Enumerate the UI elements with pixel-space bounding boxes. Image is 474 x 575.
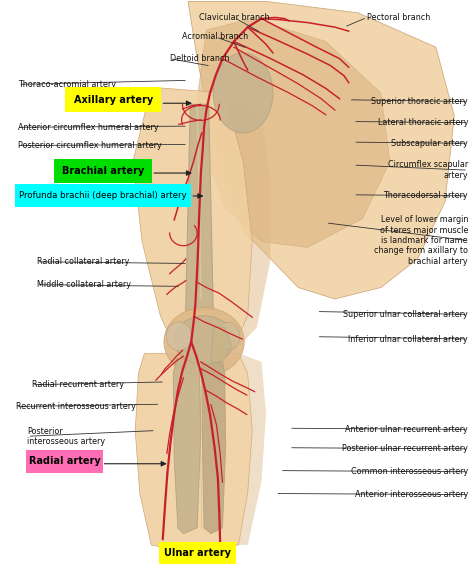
Ellipse shape: [213, 53, 273, 133]
Polygon shape: [211, 328, 232, 362]
Text: Axillary artery: Axillary artery: [74, 95, 153, 105]
Text: Radial collateral artery: Radial collateral artery: [36, 257, 129, 266]
Polygon shape: [202, 362, 226, 534]
Polygon shape: [225, 93, 271, 356]
Text: Ulnar artery: Ulnar artery: [164, 548, 231, 558]
Text: Posterior ulnar recurrent artery: Posterior ulnar recurrent artery: [342, 444, 468, 453]
Text: Superior ulnar collateral artery: Superior ulnar collateral artery: [343, 310, 468, 319]
Text: Radial artery: Radial artery: [28, 457, 100, 466]
Text: Posterior circumflex humeral artery: Posterior circumflex humeral artery: [18, 141, 162, 150]
Polygon shape: [188, 1, 454, 299]
Text: Deltoid branch: Deltoid branch: [170, 54, 229, 63]
FancyBboxPatch shape: [65, 87, 161, 112]
Text: Subscapular artery: Subscapular artery: [391, 139, 468, 148]
Text: Lateral thoracic artery: Lateral thoracic artery: [377, 118, 468, 127]
FancyBboxPatch shape: [15, 184, 191, 207]
Polygon shape: [135, 353, 252, 551]
Ellipse shape: [166, 322, 191, 350]
Text: Superior thoracic artery: Superior thoracic artery: [372, 97, 468, 106]
Text: Anterior ulnar recurrent artery: Anterior ulnar recurrent artery: [345, 425, 468, 434]
Text: Recurrent interosseous artery: Recurrent interosseous artery: [16, 402, 136, 411]
Text: Anterior interosseous artery: Anterior interosseous artery: [355, 490, 468, 499]
Text: Inferior ulnar collateral artery: Inferior ulnar collateral artery: [348, 335, 468, 343]
Text: Clavicular branch: Clavicular branch: [199, 13, 269, 22]
Text: Middle collateral artery: Middle collateral artery: [36, 280, 130, 289]
Polygon shape: [186, 105, 213, 310]
Text: Circumflex scapular
artery: Circumflex scapular artery: [388, 160, 468, 180]
Polygon shape: [133, 87, 252, 356]
FancyBboxPatch shape: [54, 159, 152, 183]
Text: Posterior
interosseous artery: Posterior interosseous artery: [27, 427, 105, 446]
Polygon shape: [197, 18, 390, 247]
Polygon shape: [238, 353, 266, 545]
Ellipse shape: [217, 323, 240, 350]
Text: Common interosseous artery: Common interosseous artery: [351, 467, 468, 476]
Text: Brachial artery: Brachial artery: [62, 166, 144, 176]
Text: Profunda brachii (deep brachial) artery: Profunda brachii (deep brachial) artery: [19, 191, 187, 200]
Text: Acromial branch: Acromial branch: [182, 32, 248, 41]
Text: Pectoral branch: Pectoral branch: [367, 13, 430, 22]
Text: Level of lower margin
of teres major muscle
is landmark for name
change from axi: Level of lower margin of teres major mus…: [374, 215, 468, 266]
Ellipse shape: [174, 316, 234, 365]
Ellipse shape: [164, 308, 244, 376]
Text: Thoracodorsal artery: Thoracodorsal artery: [383, 191, 468, 201]
Text: Anterior circumflex humeral artery: Anterior circumflex humeral artery: [18, 123, 159, 132]
Text: Thoraco-acromial artery: Thoraco-acromial artery: [18, 80, 116, 89]
FancyBboxPatch shape: [27, 450, 103, 473]
Text: Radial recurrent artery: Radial recurrent artery: [32, 380, 124, 389]
FancyBboxPatch shape: [159, 542, 236, 565]
Polygon shape: [173, 359, 201, 534]
